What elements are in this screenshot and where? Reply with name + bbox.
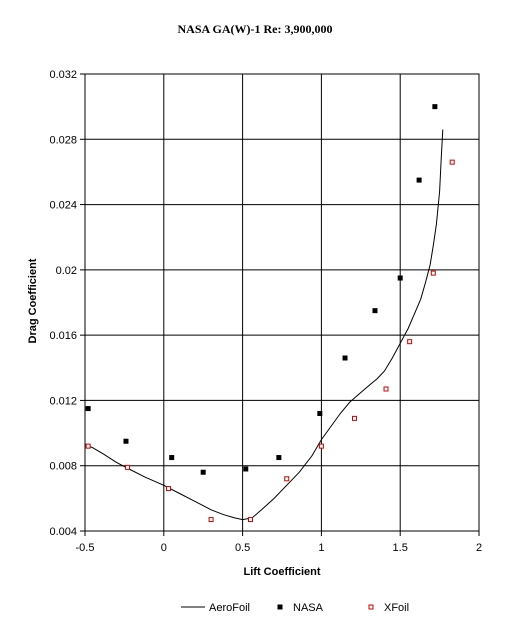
legend-xfoil-swatch bbox=[368, 604, 374, 610]
y-tick-label-5: 0.024 bbox=[49, 200, 77, 212]
y-tick-label-3: 0.016 bbox=[49, 330, 77, 342]
xfoil-point-0 bbox=[85, 443, 91, 449]
xfoil-point-5 bbox=[284, 476, 290, 482]
aerofoil-line bbox=[84, 129, 444, 521]
x-tick-label-5: 2 bbox=[476, 542, 482, 554]
x-tick-label-2: 0.5 bbox=[235, 542, 250, 554]
x-axis-title: Lift Coefficient bbox=[244, 566, 321, 578]
y-axis-title: Drag Coefficient bbox=[27, 258, 39, 343]
y-tick-label-7: 0.032 bbox=[49, 69, 77, 81]
nasa-point-1 bbox=[123, 438, 129, 444]
nasa-point-11 bbox=[432, 104, 438, 110]
xfoil-point-8 bbox=[383, 386, 389, 392]
y-tick-label-0: 0.004 bbox=[49, 526, 77, 538]
grid-lines bbox=[84, 73, 480, 532]
chart-title: NASA GA(W)-1 Re: 3,900,000 bbox=[178, 22, 333, 36]
nasa-point-10 bbox=[416, 177, 422, 183]
legend-nasa-swatch bbox=[277, 604, 283, 610]
x-tick-label-0: -0.5 bbox=[76, 542, 95, 554]
y-tick-label-2: 0.012 bbox=[49, 395, 77, 407]
x-tick-label-4: 1.5 bbox=[393, 542, 408, 554]
nasa-point-6 bbox=[317, 410, 323, 416]
y-tick-label-6: 0.028 bbox=[49, 134, 77, 146]
xfoil-point-11 bbox=[449, 159, 455, 165]
x-tick-label-3: 1 bbox=[318, 542, 324, 554]
xfoil-point-6 bbox=[318, 443, 324, 449]
nasa-point-0 bbox=[85, 406, 91, 412]
legend-xfoil-label: XFoil bbox=[384, 602, 409, 614]
plot-frame bbox=[84, 73, 480, 532]
xfoil-point-2 bbox=[166, 486, 172, 492]
nasa-point-9 bbox=[397, 275, 403, 281]
legend: AeroFoil NASA XFoil bbox=[181, 602, 409, 614]
nasa-point-5 bbox=[276, 455, 282, 461]
nasa-point-3 bbox=[200, 469, 206, 475]
nasa-point-8 bbox=[372, 308, 378, 314]
xfoil-point-3 bbox=[208, 517, 214, 523]
xfoil-point-1 bbox=[125, 464, 131, 470]
nasa-point-7 bbox=[342, 355, 348, 361]
x-tick-label-1: 0 bbox=[161, 542, 167, 554]
y-tick-label-1: 0.008 bbox=[49, 461, 77, 473]
xfoil-point-10 bbox=[430, 270, 436, 276]
axis-ticks: -0.5 0 0.5 1 1.5 2 0.004 0.008 0.012 0.016 0.02 0.0… bbox=[49, 69, 482, 554]
nasa-point-2 bbox=[169, 455, 175, 461]
xfoil-point-9 bbox=[407, 339, 413, 345]
xfoil-point-7 bbox=[351, 415, 357, 421]
legend-nasa-label: NASA bbox=[293, 602, 324, 614]
nasa-point-4 bbox=[243, 466, 249, 472]
xfoil-point-4 bbox=[247, 517, 253, 523]
y-tick-label-4: 0.02 bbox=[56, 265, 77, 277]
series-layer bbox=[84, 104, 455, 523]
legend-aerofoil-label: AeroFoil bbox=[209, 602, 250, 614]
